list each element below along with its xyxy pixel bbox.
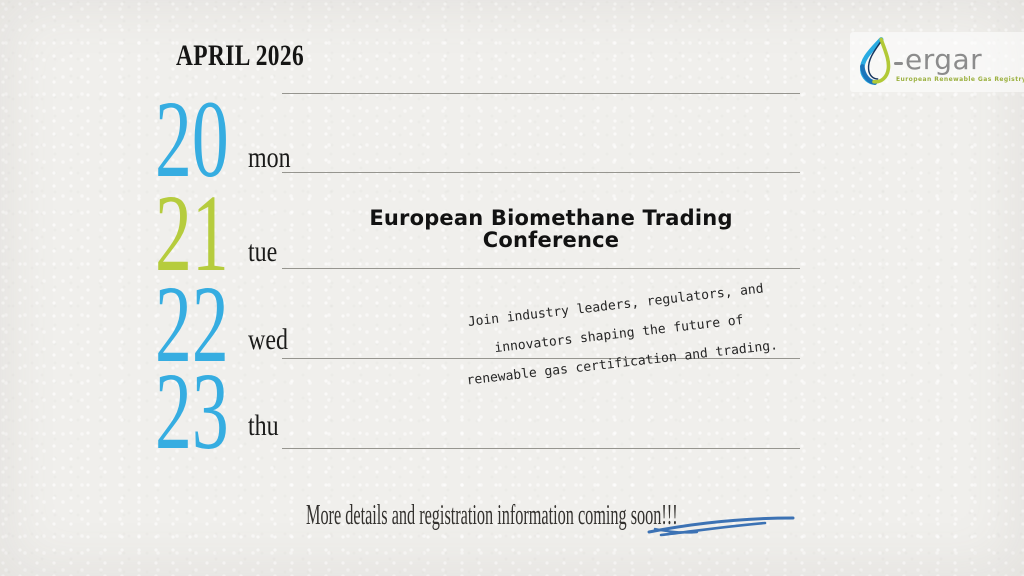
day-label-wed: wed xyxy=(248,323,288,356)
logo-text-column: ergar European Renewable Gas Registry xyxy=(894,36,1024,83)
day-label-thu: thu xyxy=(248,409,279,442)
date-number-20: 20 xyxy=(155,78,229,200)
logo-dash xyxy=(894,61,903,65)
ergar-logo: ergar European Renewable Gas Registry xyxy=(850,32,1024,92)
event-description: Join industry leaders, regulators, and i… xyxy=(454,273,784,396)
month-title: APRIL 2026 xyxy=(176,39,305,72)
date-number-22: 22 xyxy=(155,263,229,385)
ruled-line-1 xyxy=(282,93,800,94)
event-title: European Biomethane Trading Conference xyxy=(331,207,771,251)
drop-green-stroke xyxy=(872,37,891,84)
date-number-23: 23 xyxy=(155,350,229,472)
date-number-21: 21 xyxy=(155,172,229,294)
logo-tagline: European Renewable Gas Registry xyxy=(896,76,1024,83)
event-title-line-2: Conference xyxy=(482,228,620,252)
event-title-line-1: European Biomethane Trading xyxy=(369,206,733,230)
ruled-line-4 xyxy=(282,358,800,359)
drop-navy-stroke xyxy=(867,40,882,80)
logo-wordmark: ergar xyxy=(905,43,983,76)
gas-drop-icon xyxy=(860,37,891,85)
ruled-line-3 xyxy=(282,268,800,269)
ruled-line-5 xyxy=(282,448,800,449)
day-label-tue: tue xyxy=(248,235,278,268)
ruled-line-2 xyxy=(282,172,800,173)
day-label-mon: mon xyxy=(248,141,291,174)
footer-note: More details and registration informatio… xyxy=(306,499,678,531)
scribble-underline-icon xyxy=(647,516,795,537)
